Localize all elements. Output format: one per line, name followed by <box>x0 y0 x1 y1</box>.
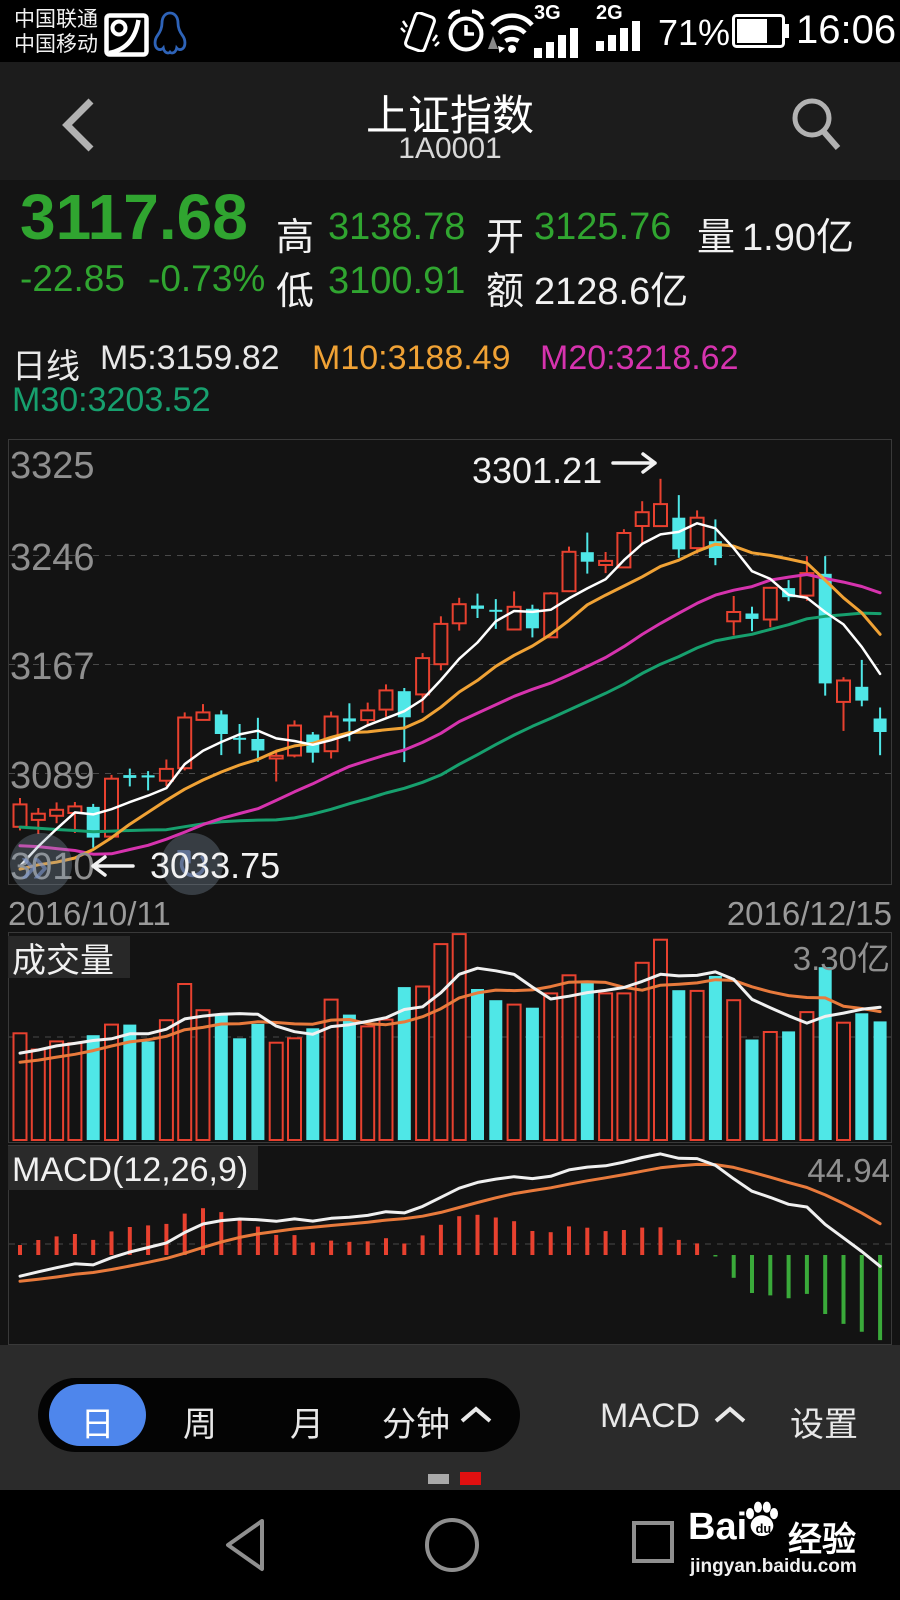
svg-text:44.94: 44.94 <box>807 1152 890 1189</box>
svg-text:3246: 3246 <box>10 537 95 579</box>
svg-text:MACD(12,26,9): MACD(12,26,9) <box>12 1151 248 1189</box>
svg-text:成交量: 成交量 <box>12 942 114 980</box>
svg-text:3167: 3167 <box>10 646 95 688</box>
svg-text:3325: 3325 <box>10 445 95 487</box>
svg-text:3089: 3089 <box>10 755 95 797</box>
svg-text:3010: 3010 <box>10 846 95 888</box>
svg-text:2016/12/15: 2016/12/15 <box>727 895 892 932</box>
svg-text:3033.75: 3033.75 <box>150 845 280 886</box>
svg-text:3301.21: 3301.21 <box>472 450 602 491</box>
svg-text:2016/10/11: 2016/10/11 <box>8 895 171 932</box>
svg-text:»: » <box>20 836 49 894</box>
svg-text:↻: ↻ <box>174 841 211 890</box>
svg-text:3.30亿: 3.30亿 <box>793 940 890 977</box>
svg-text:du: du <box>756 1521 772 1536</box>
